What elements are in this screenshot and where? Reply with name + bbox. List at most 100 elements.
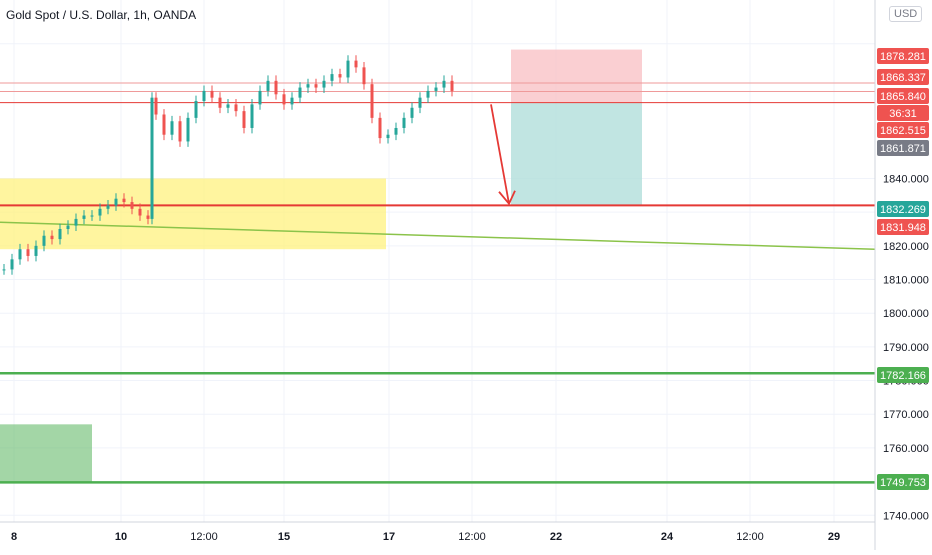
price-label: 1862.515 <box>880 125 926 137</box>
candle-body <box>10 259 14 270</box>
candle-body <box>354 60 358 68</box>
candle-body <box>74 218 78 226</box>
price-label: 1861.871 <box>880 143 926 155</box>
candle-body <box>186 117 190 142</box>
y-tick-label: 1760.000 <box>883 443 929 455</box>
candle-body <box>138 208 142 216</box>
candle-body <box>402 117 406 128</box>
candle-body <box>250 104 254 128</box>
x-tick-label: 8 <box>11 531 17 543</box>
candle-body <box>50 235 54 240</box>
price-label: 1868.337 <box>880 72 926 84</box>
candle-body <box>266 80 270 91</box>
trendline <box>0 221 876 250</box>
candle-body <box>338 74 342 78</box>
candle-body <box>314 84 318 88</box>
candle-body <box>150 97 154 219</box>
candle-body <box>34 245 38 256</box>
candle-body <box>130 202 134 209</box>
candle-body <box>258 90 262 105</box>
y-tick-label: 1770.000 <box>883 409 929 421</box>
price-label: 1749.753 <box>880 477 926 489</box>
price-label: 36:31 <box>889 108 917 120</box>
x-tick-label: 12:00 <box>458 531 486 543</box>
candle-body <box>226 104 230 108</box>
price-label-bg <box>877 122 929 138</box>
candle-body <box>2 269 6 271</box>
price-label: 1878.281 <box>880 51 926 63</box>
currency-badge[interactable]: USD <box>889 6 923 22</box>
y-tick-label: 1800.000 <box>883 308 929 320</box>
candle-body <box>282 94 286 105</box>
price-label-bg <box>877 474 929 490</box>
chart-title: Gold Spot / U.S. Dollar, 1h, OANDA <box>6 8 197 22</box>
candle-body <box>218 97 222 108</box>
candle-body <box>442 80 446 88</box>
candle-body <box>306 84 310 88</box>
candle-body <box>90 215 94 217</box>
candle-body <box>410 107 414 118</box>
candle-body <box>194 101 198 118</box>
candle-body <box>378 117 382 139</box>
x-tick-label: 10 <box>115 531 127 543</box>
candle-body <box>58 229 62 240</box>
x-tick-label: 12:00 <box>190 531 218 543</box>
demand-zone <box>0 178 386 250</box>
candle-body <box>26 249 30 256</box>
x-tick-label: 17 <box>383 531 395 543</box>
candle-body <box>242 111 246 128</box>
candle-body <box>450 80 454 91</box>
candle-body <box>18 249 22 260</box>
candle-body <box>42 235 46 246</box>
y-tick-label: 1840.000 <box>883 173 929 185</box>
price-label-bg <box>877 201 929 217</box>
price-label-bg <box>877 140 929 156</box>
candle-body <box>322 80 326 88</box>
candle-body <box>298 87 302 98</box>
price-label: 1832.269 <box>880 204 926 216</box>
stop-loss-zone <box>511 49 642 103</box>
candle-body <box>434 87 438 91</box>
candle-body <box>210 90 214 98</box>
candle-body <box>122 198 126 203</box>
short-arrow <box>490 104 510 204</box>
candle-body <box>290 97 294 105</box>
x-tick-label: 22 <box>550 531 562 543</box>
x-tick-label: 24 <box>661 531 674 543</box>
candle-body <box>370 84 374 118</box>
candle-body <box>98 208 102 216</box>
y-tick-label: 1820.000 <box>883 241 929 253</box>
y-tick-label: 1810.000 <box>883 275 929 287</box>
price-label: 1865.840 <box>880 91 926 103</box>
price-label-bg <box>877 367 929 383</box>
y-tick-label: 1790.000 <box>883 342 929 354</box>
candle-body <box>426 90 430 98</box>
candle-body <box>106 205 110 209</box>
candle-body <box>66 225 70 230</box>
price-label: 1782.166 <box>880 370 926 382</box>
candle-body <box>178 121 182 142</box>
candle-body <box>202 90 206 102</box>
price-label: 1831.948 <box>880 222 926 234</box>
take-profit-zone <box>511 102 642 205</box>
candle-body <box>418 97 422 108</box>
candle-body <box>386 134 390 139</box>
candle-body <box>146 215 150 219</box>
support-zone <box>0 424 92 483</box>
price-label-bg <box>877 219 929 235</box>
candle-body <box>162 114 166 135</box>
candle-body <box>362 67 366 85</box>
y-tick-label: 1740.000 <box>883 510 929 522</box>
candle-body <box>346 60 350 78</box>
price-label-bg <box>877 88 929 104</box>
candle-body <box>82 215 86 219</box>
candle-body <box>170 121 174 135</box>
x-tick-label: 12:00 <box>736 531 764 543</box>
price-label-bg <box>877 48 929 64</box>
candle-body <box>394 127 398 135</box>
short-arrow-head <box>498 190 516 206</box>
candle-body <box>114 198 118 206</box>
candle-body <box>274 80 278 95</box>
